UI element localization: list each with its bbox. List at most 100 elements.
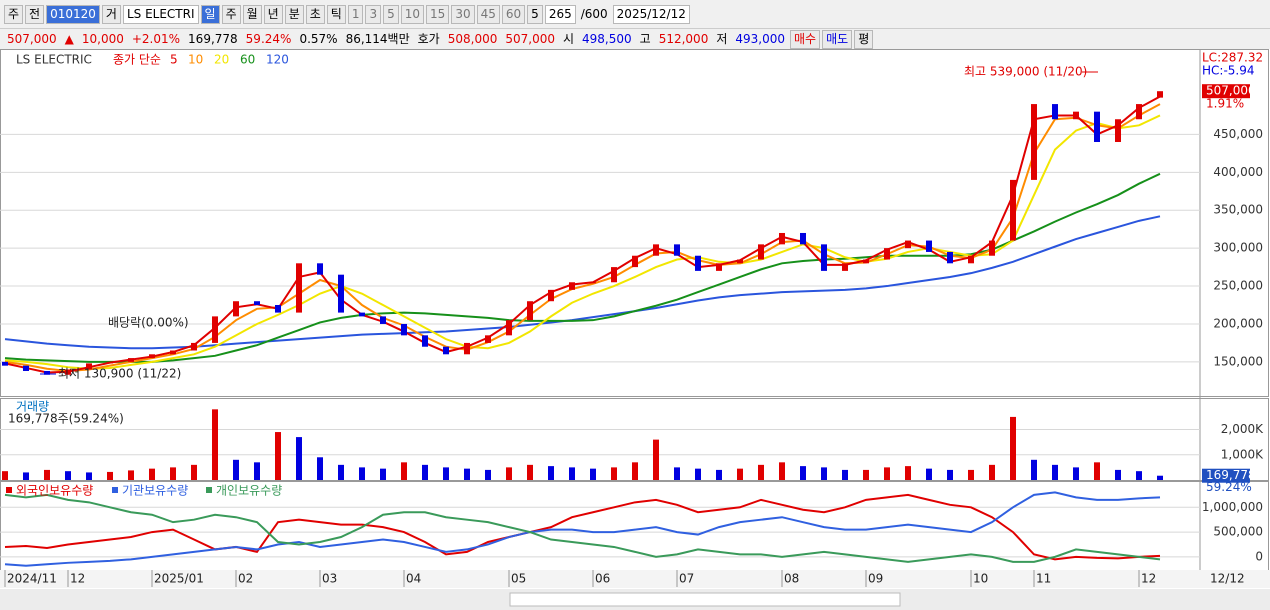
line-series — [4, 491, 1161, 567]
candle — [632, 255, 638, 268]
unit-field[interactable]: 5 — [527, 4, 543, 24]
volume-bar — [968, 469, 974, 480]
candle — [254, 301, 260, 306]
date-field[interactable]: 2025/12/12 — [612, 4, 690, 24]
prev-button[interactable]: 전 — [25, 4, 45, 24]
rate: +2.01% — [131, 31, 181, 46]
candle — [716, 263, 722, 271]
candle — [338, 274, 344, 313]
interval-button[interactable]: 1 — [347, 4, 364, 24]
candle — [443, 346, 449, 355]
label: 시 — [562, 31, 575, 46]
market-button[interactable]: 주 — [4, 4, 24, 24]
period-button[interactable]: 분 — [284, 4, 304, 24]
volume-bar — [1073, 467, 1079, 480]
annotation: 배당락(0.00%) — [108, 316, 189, 330]
candle — [989, 240, 995, 256]
candle — [212, 316, 218, 343]
candle — [842, 263, 848, 271]
amount: 86,114백만 — [345, 31, 410, 46]
volume-bar — [23, 472, 29, 480]
candle — [779, 232, 785, 245]
candle — [1052, 104, 1058, 120]
legend-swatch — [112, 487, 118, 493]
volume-bar — [464, 468, 470, 480]
period-button[interactable]: 초 — [305, 4, 325, 24]
avg-button[interactable]: 평 — [854, 29, 874, 49]
x-tick-label: 11 — [1036, 572, 1051, 586]
volume-bar — [737, 468, 743, 480]
volume-bar — [296, 437, 302, 480]
candle — [548, 289, 554, 302]
volume-bar — [359, 467, 365, 480]
chart-title: 거래량 — [16, 400, 49, 414]
volume-bar — [1010, 416, 1016, 480]
line-series — [4, 493, 1161, 563]
line-series — [4, 95, 1161, 374]
candle — [947, 251, 953, 264]
line-series — [4, 493, 1161, 561]
candle — [611, 267, 617, 283]
code-input[interactable]: 010120 — [46, 4, 100, 24]
volume-bar — [128, 470, 134, 480]
candle — [485, 335, 491, 343]
volume-bar — [674, 467, 680, 480]
hc-label: HC:-5.94 — [1202, 64, 1255, 78]
period-button[interactable]: 년 — [263, 4, 283, 24]
interval-button[interactable]: 30 — [451, 4, 475, 24]
interval-button[interactable]: 3 — [365, 4, 382, 24]
volume-bar — [947, 469, 953, 480]
x-tick-label: 2025/01 — [154, 572, 204, 586]
candle — [1010, 179, 1016, 241]
count-field[interactable]: 265 — [544, 4, 576, 24]
search-button[interactable]: 거 — [101, 4, 121, 24]
legend-swatch — [6, 487, 12, 493]
volume-bar — [800, 466, 806, 480]
chart-subtitle: 169,778주(59.24%) — [8, 412, 124, 426]
period-button[interactable]: 일 — [200, 4, 220, 24]
volume-bar — [548, 466, 554, 480]
x-tick-label: 12 — [1141, 572, 1156, 586]
sell-button[interactable]: 매도 — [822, 29, 853, 49]
volume-bar — [695, 468, 701, 480]
scroll-thumb[interactable] — [509, 592, 901, 607]
candle — [359, 312, 365, 317]
volume-bar — [485, 469, 491, 480]
volume-bar — [506, 467, 512, 480]
high: 512,000 — [658, 31, 709, 46]
candle — [863, 259, 869, 264]
period-button[interactable]: 주 — [221, 4, 241, 24]
period-button[interactable]: 틱 — [326, 4, 346, 24]
y-tick-label: 400,000 — [1213, 165, 1263, 179]
interval-button[interactable]: 15 — [426, 4, 450, 24]
current-label: 507,000 — [1206, 84, 1256, 98]
name-field[interactable]: LS ELECTRI — [122, 4, 199, 24]
interval-button[interactable]: 60 — [501, 4, 526, 24]
candle — [380, 316, 386, 324]
candle — [107, 361, 113, 364]
volume-bar — [443, 467, 449, 480]
candle — [464, 342, 470, 355]
legend-entry: 5 — [170, 53, 178, 67]
buy-button[interactable]: 매수 — [790, 29, 821, 49]
volume-bar — [905, 466, 911, 480]
candle — [1073, 111, 1079, 120]
x-tick-label: 06 — [595, 572, 610, 586]
interval-button[interactable]: 5 — [383, 4, 399, 24]
period-button[interactable]: 월 — [242, 4, 262, 24]
candle — [737, 259, 743, 264]
candle — [506, 320, 512, 336]
volume-bar — [884, 467, 890, 480]
volume-bar — [653, 439, 659, 480]
interval-button[interactable]: 10 — [400, 4, 425, 24]
candle — [674, 244, 680, 256]
candle — [86, 363, 92, 370]
candle — [149, 354, 155, 359]
volume-bar — [1052, 464, 1058, 480]
x-tick-label: 09 — [868, 572, 883, 586]
volume-bar — [590, 468, 596, 480]
candle — [2, 361, 8, 366]
volume-bar — [212, 409, 218, 480]
bid: 507,000 — [505, 31, 555, 46]
interval-button[interactable]: 45 — [476, 4, 500, 24]
